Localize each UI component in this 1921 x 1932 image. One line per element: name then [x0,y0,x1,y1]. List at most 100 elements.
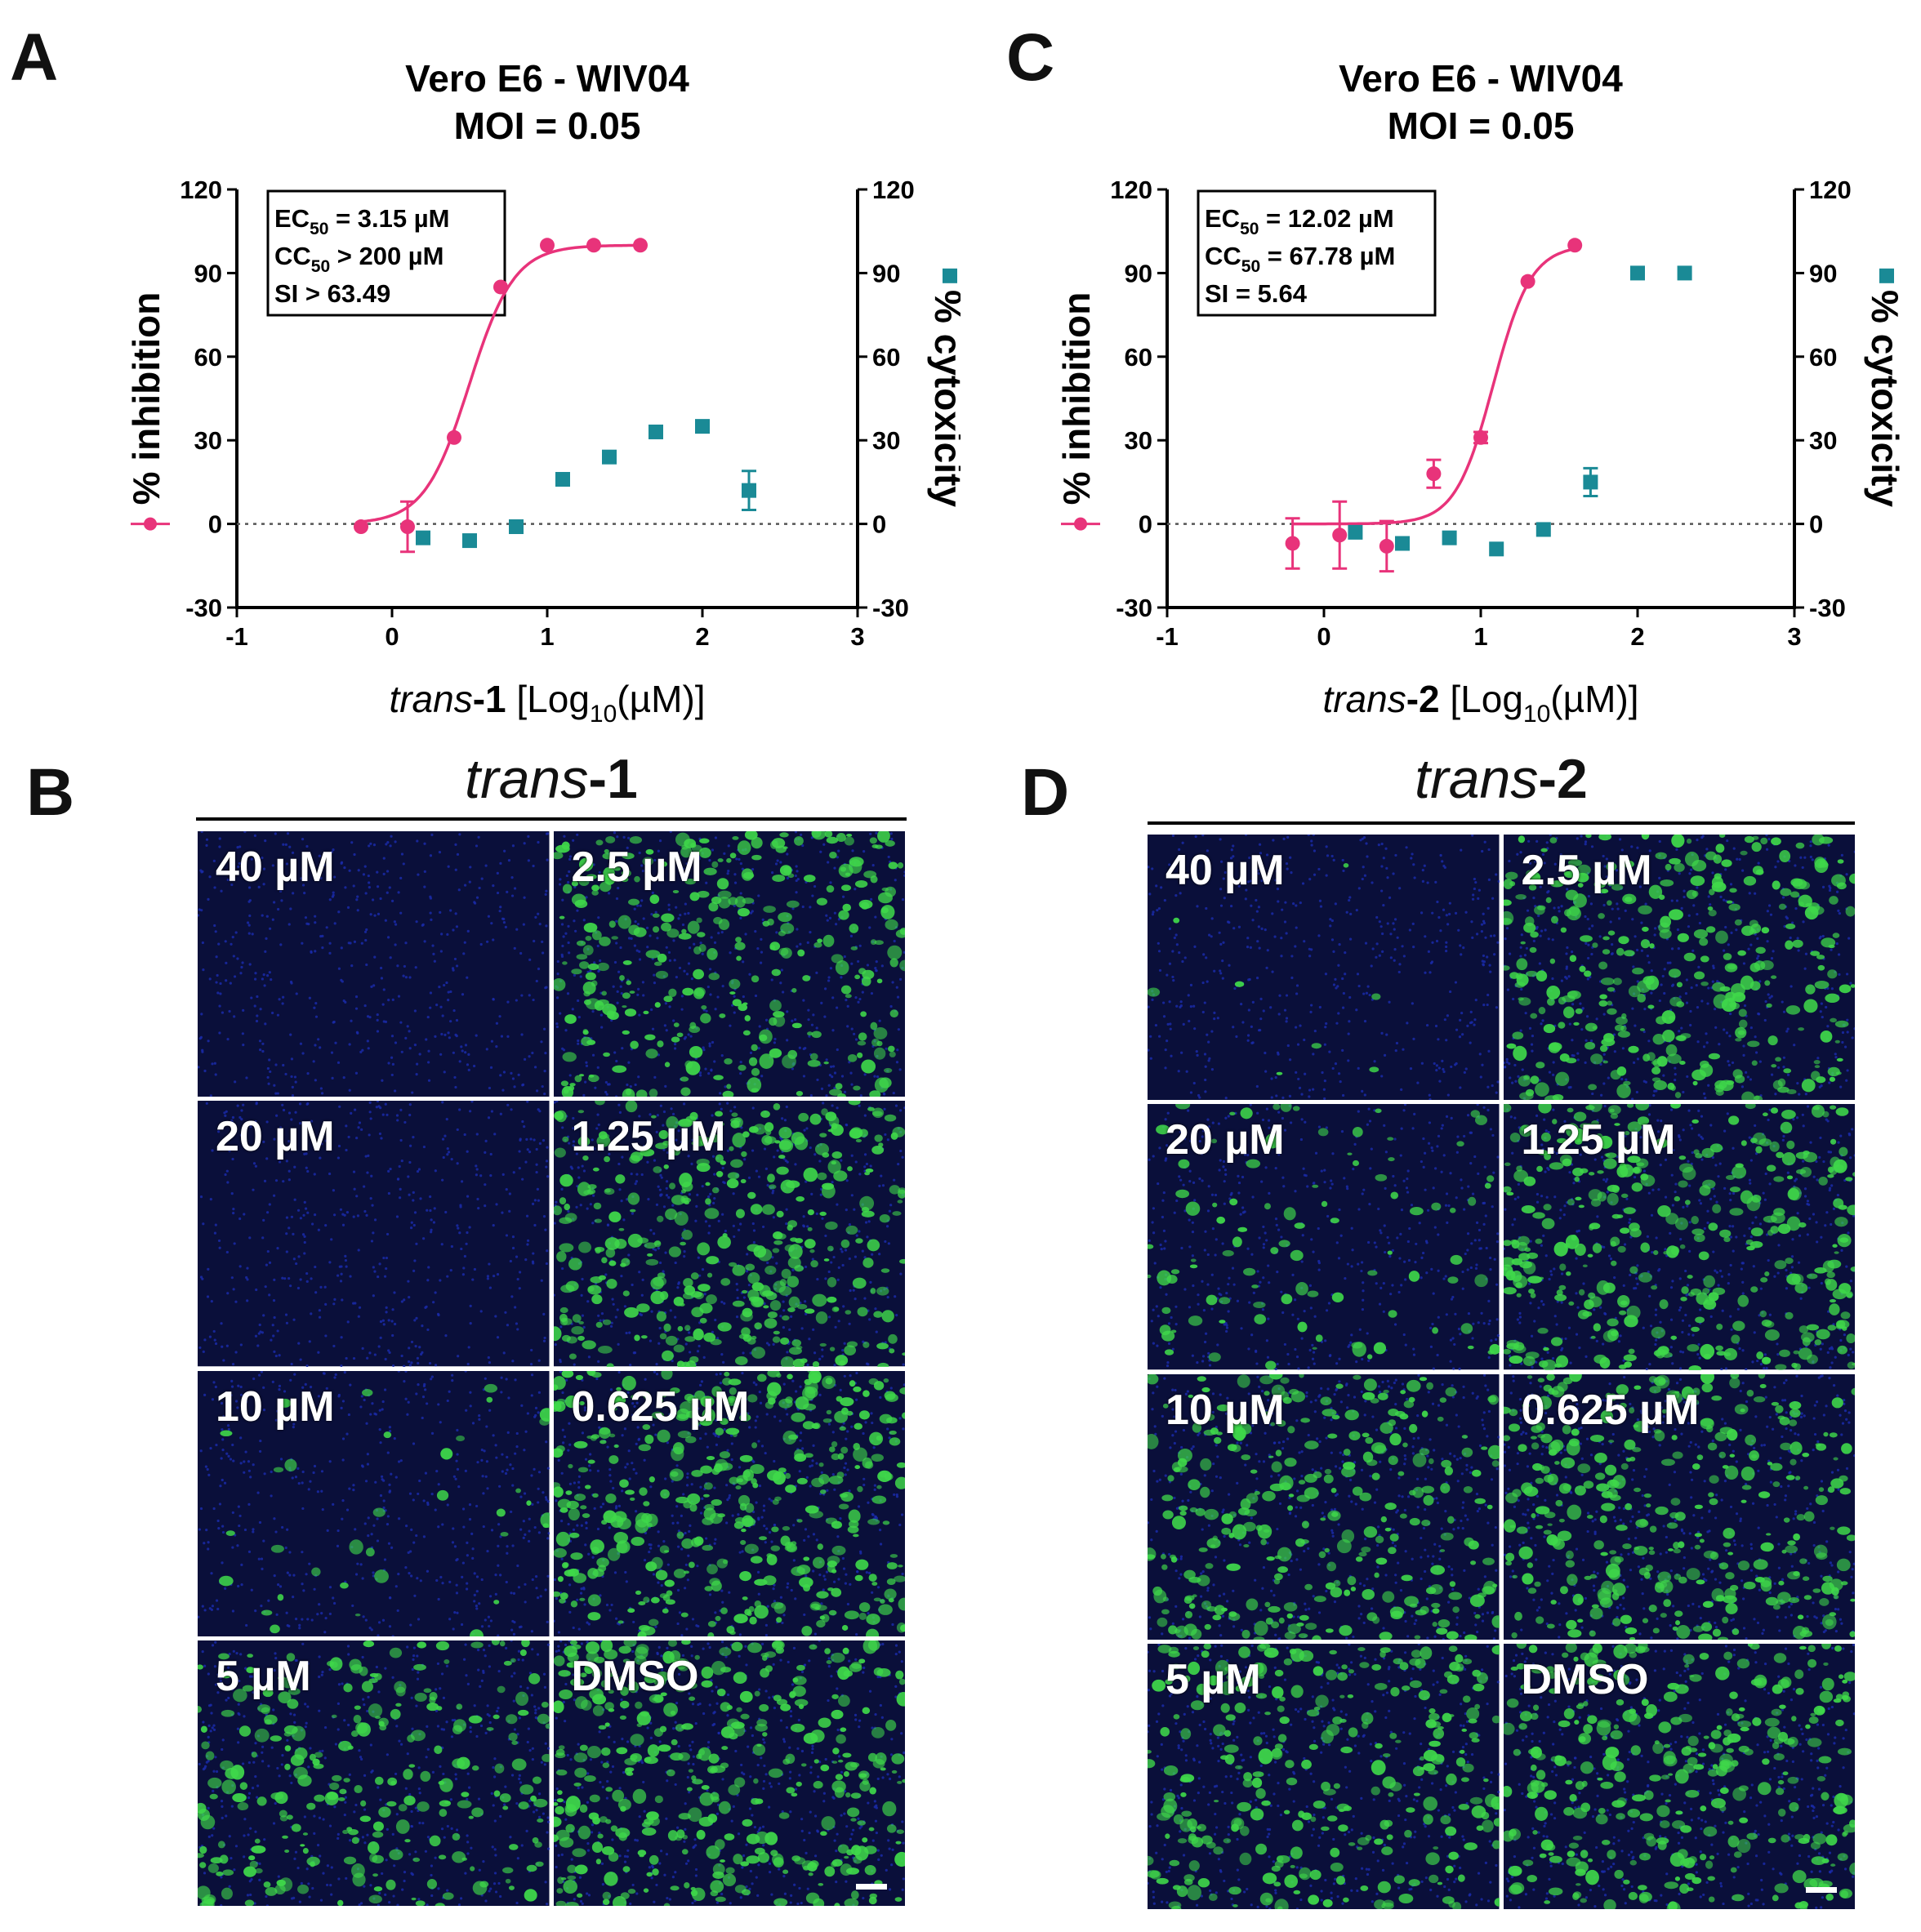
nucleus-dot [348,1043,351,1046]
nucleus-dot [209,1446,212,1449]
nucleus-dot [786,876,789,879]
nucleus-dot [414,966,417,969]
infected-cell [673,1022,680,1027]
nucleus-dot [306,1211,310,1215]
nucleus-dot [506,1455,509,1458]
infected-cell [630,1151,643,1162]
nucleus-dot [545,889,548,893]
nucleus-dot [301,1122,305,1125]
nucleus-dot [469,1729,472,1734]
infected-cell [729,991,736,995]
nucleus-dot [533,1199,537,1202]
nucleus-dot [334,1743,337,1746]
nucleus-dot [413,1259,417,1262]
nucleus-dot [429,1195,432,1199]
nucleus-dot [604,1080,608,1084]
nucleus-dot [558,883,561,886]
nucleus-dot [831,1430,835,1433]
nucleus-dot [230,883,234,887]
nucleus-dot [336,1544,340,1547]
nucleus-dot [363,1841,367,1845]
nucleus-dot [542,1339,546,1343]
infected-cell [753,1578,768,1586]
nucleus-dot [501,1469,504,1473]
infected-cell [876,1342,889,1350]
nucleus-dot [467,1068,470,1071]
infected-cell [831,1123,838,1130]
nucleus-dot [840,1250,844,1253]
nucleus-dot [694,1205,698,1209]
nucleus-dot [209,1198,212,1201]
nucleus-dot [608,1467,611,1471]
nucleus-dot [394,1475,398,1479]
nucleus-dot [498,1485,501,1488]
nucleus-dot [635,1180,638,1183]
cytotoxicity-point [1348,524,1363,540]
nucleus-dot [293,1165,296,1169]
infected-cell [826,1409,831,1414]
nucleus-dot [404,1397,408,1400]
nucleus-dot [436,1662,440,1665]
infected-cell [673,1344,684,1353]
nucleus-dot [328,898,332,901]
nucleus-dot [537,1530,541,1534]
infected-cell [706,948,718,960]
nucleus-dot [519,1685,523,1688]
nucleus-dot [221,1816,224,1819]
nucleus-dot [305,1364,309,1367]
nucleus-dot [404,1036,408,1039]
infected-cell [836,833,846,843]
infected-cell [773,1496,782,1501]
infected-cell [846,1166,853,1172]
infected-cell [771,874,785,882]
nucleus-dot [277,1875,280,1878]
infected-cell [715,1615,721,1621]
nucleus-dot [261,1751,264,1754]
nucleus-dot [494,1315,497,1318]
nucleus-dot [532,1810,536,1814]
nucleus-dot [609,1387,613,1391]
nucleus-dot [725,1498,729,1501]
infected-cell [854,1559,868,1570]
infected-cell [873,940,884,946]
right-y-tick-label: 30 [1809,426,1837,455]
nucleus-dot [337,1877,341,1881]
nucleus-dot [665,946,668,949]
nucleus-dot [680,1514,683,1517]
nucleus-dot [900,1155,904,1160]
nucleus-dot [212,1827,216,1830]
infected-cell [764,1318,777,1329]
nucleus-dot [358,1121,362,1124]
nucleus-dot [528,1055,531,1058]
nucleus-dot [497,1881,501,1885]
nucleus-dot [622,1218,626,1222]
nucleus-dot [515,1431,519,1435]
nucleus-dot [396,964,399,968]
nucleus-dot [477,1668,480,1672]
nucleus-dot [514,1452,517,1455]
infected-cell [578,857,593,871]
nucleus-dot [504,1311,507,1315]
infected-cell [689,1046,702,1058]
nucleus-dot [385,1257,389,1260]
nucleus-dot [490,1110,494,1113]
nucleus-dot [866,964,869,967]
nucleus-dot [417,1362,420,1365]
nucleus-dot [341,1517,344,1520]
nucleus-dot [466,1231,469,1235]
infected-cell [729,1159,743,1169]
infected-cell [493,1599,500,1605]
nucleus-dot [738,1222,742,1226]
nucleus-dot [318,1309,321,1312]
nucleus-dot [399,1139,403,1142]
nucleus-dot [662,1111,666,1114]
nucleus-dot [200,909,203,912]
nucleus-dot [442,1772,445,1775]
nucleus-dot [354,1572,359,1576]
nucleus-dot [793,1017,796,1022]
stats-text-end: = 3.15 µM [328,204,449,233]
nucleus-dot [473,1571,476,1574]
nucleus-dot [242,1043,245,1047]
nucleus-dot [198,914,200,917]
nucleus-dot [673,1315,676,1319]
